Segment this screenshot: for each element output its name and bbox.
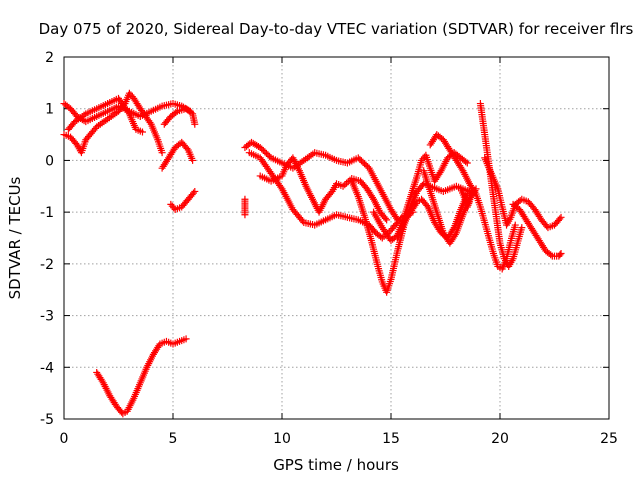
y-axis-label: SDTVAR / TECUs bbox=[6, 176, 24, 299]
data-point bbox=[189, 156, 197, 164]
data-point bbox=[556, 251, 564, 259]
chart-title: Day 075 of 2020, Sidereal Day-to-day VTE… bbox=[39, 20, 634, 38]
data-point bbox=[381, 214, 389, 222]
data-point bbox=[298, 217, 306, 225]
x-tick-label: 10 bbox=[273, 431, 291, 447]
data-point bbox=[261, 148, 269, 156]
data-point bbox=[463, 203, 471, 211]
series-track-f bbox=[167, 187, 199, 214]
series-track-b bbox=[60, 89, 166, 157]
series-track-m bbox=[370, 149, 471, 245]
data-point bbox=[357, 157, 365, 165]
data-point bbox=[172, 109, 180, 117]
data-point bbox=[262, 149, 270, 157]
y-tick-label: -4 bbox=[40, 360, 54, 376]
data-point bbox=[354, 154, 362, 162]
plot-frame bbox=[63, 56, 610, 420]
data-point bbox=[241, 211, 249, 219]
y-tick-label: -5 bbox=[40, 412, 54, 428]
series-track-i bbox=[241, 138, 402, 224]
series-track-h bbox=[241, 195, 249, 219]
x-tick-label: 25 bbox=[600, 431, 618, 447]
data-point bbox=[191, 187, 199, 195]
data-point bbox=[557, 250, 565, 258]
grid-lines bbox=[64, 57, 609, 419]
data-point bbox=[557, 213, 565, 221]
data-point bbox=[462, 158, 470, 166]
series-track-o bbox=[420, 167, 480, 247]
series-track-d bbox=[160, 105, 199, 128]
data-point bbox=[547, 251, 555, 259]
data-point bbox=[146, 119, 154, 127]
data-point bbox=[471, 188, 479, 196]
series-track-e bbox=[158, 138, 197, 172]
data-point bbox=[436, 168, 444, 176]
x-tick-label: 5 bbox=[169, 431, 178, 447]
data-point bbox=[259, 146, 267, 154]
series-track-s bbox=[509, 200, 565, 260]
data-point bbox=[359, 158, 367, 166]
series-track-k bbox=[256, 154, 391, 224]
x-tick-label: 20 bbox=[491, 431, 509, 447]
data-point bbox=[465, 200, 473, 208]
data-point bbox=[258, 145, 266, 153]
series-track-c bbox=[64, 94, 146, 136]
series-track-g bbox=[93, 335, 190, 418]
data-point bbox=[458, 165, 466, 173]
data-point bbox=[98, 377, 106, 385]
data-point bbox=[264, 151, 272, 159]
series-track-t bbox=[457, 185, 476, 211]
data-point bbox=[183, 145, 191, 153]
data-point bbox=[464, 201, 472, 209]
data-point bbox=[383, 216, 391, 224]
y-tick-label: -1 bbox=[40, 205, 54, 221]
y-tick-label: 1 bbox=[45, 102, 54, 118]
y-tick-label: 2 bbox=[45, 50, 54, 66]
data-point bbox=[158, 149, 166, 157]
data-point bbox=[277, 183, 285, 191]
data-point bbox=[468, 185, 476, 193]
data-point bbox=[368, 193, 376, 201]
x-axis-label: GPS time / hours bbox=[273, 456, 399, 474]
data-point bbox=[266, 152, 274, 160]
data-point bbox=[518, 224, 526, 232]
series-track-l bbox=[348, 177, 473, 296]
data-point bbox=[356, 155, 364, 163]
data-point bbox=[362, 161, 370, 169]
data-points bbox=[60, 89, 565, 418]
data-point bbox=[182, 335, 190, 343]
y-tick-label: 0 bbox=[45, 153, 54, 169]
x-tick-label: 0 bbox=[60, 431, 69, 447]
data-point bbox=[341, 181, 349, 189]
y-tick-label: -3 bbox=[40, 309, 54, 325]
x-tick-label: 15 bbox=[382, 431, 400, 447]
data-point bbox=[256, 144, 264, 151]
data-point bbox=[556, 215, 564, 223]
data-point bbox=[189, 189, 197, 197]
series-track-p bbox=[426, 131, 519, 273]
y-tick-label: -2 bbox=[40, 257, 54, 273]
series-track-r bbox=[481, 154, 565, 232]
data-point bbox=[463, 159, 471, 167]
data-point bbox=[191, 120, 199, 128]
data-point bbox=[361, 160, 369, 168]
data-point bbox=[412, 200, 420, 208]
series-track-q bbox=[476, 100, 526, 270]
data-point bbox=[138, 128, 146, 136]
data-point bbox=[451, 231, 459, 239]
data-point bbox=[124, 108, 132, 116]
data-point bbox=[511, 221, 519, 229]
